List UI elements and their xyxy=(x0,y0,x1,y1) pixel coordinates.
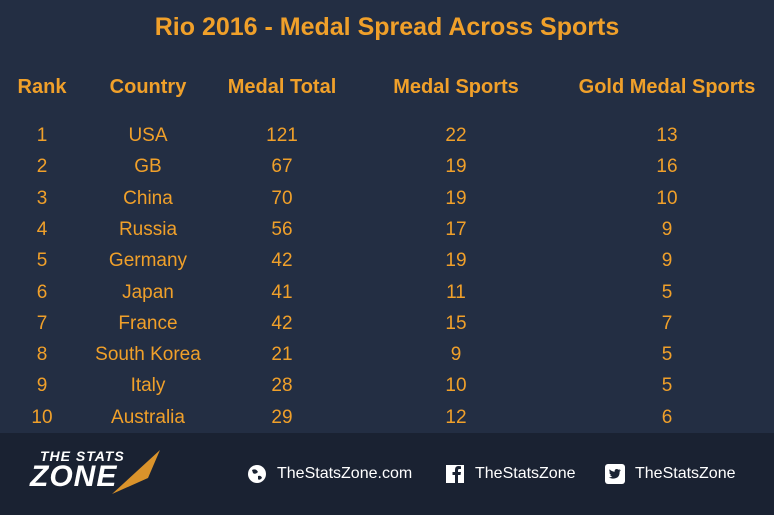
cell-gold-medal-sports: 9 xyxy=(661,218,673,240)
cell-medal-total: 28 xyxy=(271,375,293,397)
column-header-country: Country xyxy=(109,76,187,98)
cell-rank: 10 xyxy=(31,406,53,428)
cell-country: China xyxy=(123,187,173,209)
footer-bar xyxy=(0,433,774,515)
cell-medal-total: 70 xyxy=(271,187,293,209)
cell-medal-total: 29 xyxy=(271,406,293,428)
cell-rank: 2 xyxy=(36,156,48,178)
twitter-link[interactable]: TheStatsZone xyxy=(605,462,736,486)
cell-rank: 4 xyxy=(36,218,48,240)
globe-icon xyxy=(247,464,267,484)
cell-rank: 3 xyxy=(36,187,48,209)
chart-title: Rio 2016 - Medal Spread Across Sports xyxy=(154,13,620,41)
cell-medal-total: 121 xyxy=(266,125,298,146)
cell-medal-sports: 19 xyxy=(445,187,467,209)
cell-gold-medal-sports: 5 xyxy=(661,281,673,303)
cell-medal-total: 42 xyxy=(271,312,293,334)
cell-medal-sports: 11 xyxy=(446,281,466,303)
stats-zone-logo: THE STATS ZONE xyxy=(30,448,165,498)
website-text: TheStatsZone.com xyxy=(277,465,413,482)
cell-country: Australia xyxy=(111,406,185,428)
cell-rank: 9 xyxy=(36,375,48,397)
cell-gold-medal-sports: 7 xyxy=(661,312,673,334)
cell-gold-medal-sports: 5 xyxy=(661,375,673,397)
cell-gold-medal-sports: 9 xyxy=(661,250,673,272)
cell-medal-total: 56 xyxy=(271,218,293,240)
cell-medal-sports: 19 xyxy=(445,250,467,272)
cell-rank: 7 xyxy=(36,312,48,334)
cell-medal-sports: 22 xyxy=(445,125,467,146)
logo-top-text: THE STATS xyxy=(40,448,125,464)
cell-medal-total: 41 xyxy=(271,281,293,303)
column-header-medal-sports: Medal Sports xyxy=(393,76,519,98)
cell-country: Japan xyxy=(122,281,174,303)
cell-country: USA xyxy=(128,125,168,146)
twitter-text: TheStatsZone xyxy=(635,465,736,482)
cell-medal-sports: 10 xyxy=(445,375,467,397)
column-header-rank: Rank xyxy=(17,76,67,98)
facebook-icon xyxy=(445,464,465,484)
facebook-link[interactable]: TheStatsZone xyxy=(445,462,576,486)
cell-medal-sports: 9 xyxy=(450,344,462,366)
cell-rank: 5 xyxy=(36,250,48,272)
cell-country: Germany xyxy=(108,250,188,272)
logo-main-text: ZONE xyxy=(30,460,118,493)
cell-rank: 6 xyxy=(36,281,48,303)
cell-medal-sports: 17 xyxy=(445,218,467,240)
cell-rank: 1 xyxy=(36,125,48,146)
cell-gold-medal-sports: 5 xyxy=(661,344,673,366)
cell-gold-medal-sports: 10 xyxy=(656,187,678,209)
cell-country: GB xyxy=(134,156,162,178)
cell-gold-medal-sports: 16 xyxy=(656,156,678,178)
cell-medal-total: 42 xyxy=(271,250,293,272)
cell-gold-medal-sports: 6 xyxy=(661,406,673,428)
cell-gold-medal-sports: 13 xyxy=(656,125,678,146)
cell-country: France xyxy=(118,312,178,334)
website-link[interactable]: TheStatsZone.com xyxy=(247,462,412,486)
twitter-icon xyxy=(605,464,625,484)
cell-medal-total: 67 xyxy=(271,156,293,178)
cell-medal-sports: 12 xyxy=(445,406,467,428)
column-header-medal-total: Medal Total xyxy=(227,76,337,98)
cell-medal-sports: 19 xyxy=(445,156,467,178)
cell-country: South Korea xyxy=(95,344,201,366)
cell-rank: 8 xyxy=(36,344,48,366)
cell-country: Russia xyxy=(118,218,178,240)
cell-medal-total: 21 xyxy=(271,344,293,366)
cell-medal-sports: 15 xyxy=(445,312,467,334)
column-header-gold-medal-sports: Gold Medal Sports xyxy=(578,76,756,98)
cell-country: Italy xyxy=(130,375,166,397)
facebook-text: TheStatsZone xyxy=(475,465,576,482)
chart-panel xyxy=(0,0,774,433)
swoosh-icon xyxy=(112,450,160,494)
